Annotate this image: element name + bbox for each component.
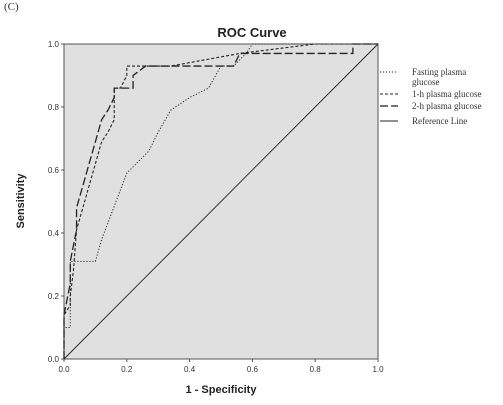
x-tick-label: 1.0 xyxy=(372,365,384,374)
panel-label: (C) xyxy=(4,1,19,13)
series-line-0 xyxy=(63,43,378,359)
series-lines xyxy=(63,43,379,360)
x-axis-label: 1 - Specificity xyxy=(186,384,258,396)
y-tick-label: 0.6 xyxy=(48,166,60,175)
y-tick-label: 1.0 xyxy=(48,40,60,49)
series-line-1 xyxy=(63,43,378,359)
y-tick-label: 0.0 xyxy=(48,355,60,364)
axis-ticks: 0.0 0.2 0.4 0.6 0.8 1.0 0.0 0.2 0.4 0.6 0.8 1.0 xyxy=(48,40,384,374)
x-tick-label: 0.2 xyxy=(121,365,133,374)
legend-label-2: 2-h plasma glucose xyxy=(412,101,481,111)
x-tick-label: 0.4 xyxy=(184,365,196,374)
y-tick-label: 0.8 xyxy=(48,103,60,112)
y-tick-label: 0.4 xyxy=(48,229,60,238)
y-tick-label: 0.2 xyxy=(48,292,60,301)
x-tick-label: 0.0 xyxy=(58,365,70,374)
x-tick-label: 0.8 xyxy=(310,365,322,374)
y-axis-label: Sensitivity xyxy=(15,173,27,229)
chart-title: ROC Curve xyxy=(217,25,286,40)
legend-label-3: Reference Line xyxy=(412,116,467,126)
x-tick-label: 0.6 xyxy=(247,365,259,374)
series-line-3 xyxy=(63,43,379,360)
legend: Fasting plasma glucose 1-h plasma glucose 2… xyxy=(380,67,481,126)
legend-label-0: Fasting plasma glucose xyxy=(412,67,466,87)
legend-label-1: 1-h plasma glucose xyxy=(412,89,481,99)
series-line-2 xyxy=(63,43,378,359)
